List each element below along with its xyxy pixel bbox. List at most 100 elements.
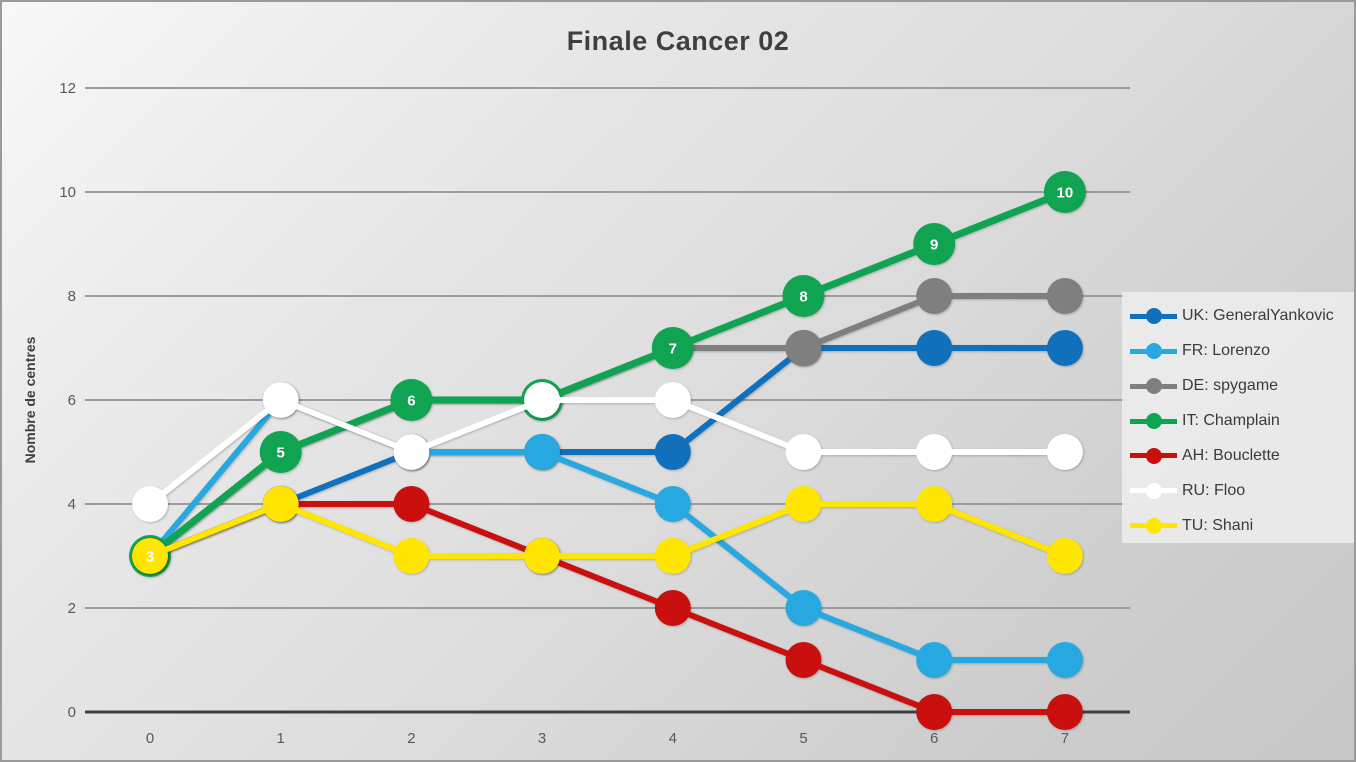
legend-item-it: IT: Champlain	[1122, 404, 1354, 439]
data-point	[654, 382, 691, 418]
y-tick-label: 4	[68, 496, 76, 513]
legend-item-uk: UK: GeneralYankovic	[1122, 299, 1354, 334]
data-point	[132, 486, 168, 522]
data-point	[524, 434, 561, 470]
legend-label: IT: Champlain	[1182, 412, 1280, 429]
data-point	[1046, 278, 1083, 314]
legend-label: AH: Bouclette	[1182, 446, 1280, 464]
data-point	[785, 434, 822, 470]
series-ru	[132, 382, 1083, 522]
data-label: 6	[538, 393, 546, 410]
legend-item-tu: TU: Shani	[1122, 508, 1354, 543]
data-label: 3	[146, 549, 154, 566]
series-line	[146, 188, 1069, 560]
legend-label: RU: Floo	[1182, 481, 1246, 499]
data-point	[785, 642, 822, 678]
data-point	[916, 330, 953, 366]
data-point	[1046, 538, 1083, 574]
x-tick-label: 6	[930, 730, 938, 747]
data-point	[1043, 171, 1086, 213]
data-point	[654, 486, 691, 522]
x-tick-label: 4	[669, 730, 677, 747]
legend-marker-icon	[1130, 482, 1177, 499]
x-tick-label: 7	[1061, 730, 1069, 747]
data-point	[524, 382, 561, 418]
data-point	[654, 538, 691, 574]
legend-marker-icon	[1130, 517, 1177, 534]
x-tick-label: 2	[407, 730, 415, 747]
data-point	[1046, 434, 1083, 470]
data-label: 8	[799, 289, 807, 306]
x-tick-label: 5	[799, 730, 807, 747]
data-point	[916, 694, 953, 730]
series-line	[147, 501, 1068, 715]
data-point	[393, 434, 430, 470]
data-point	[132, 538, 168, 574]
legend-dot-icon	[1145, 517, 1162, 534]
legend-marker-icon	[1130, 343, 1177, 360]
y-tick-label: 8	[68, 288, 76, 305]
legend-label: UK: GeneralYankovic	[1182, 307, 1334, 325]
data-point	[1046, 642, 1083, 678]
x-tick-label: 1	[277, 730, 285, 747]
data-point	[524, 538, 561, 574]
series-line	[147, 345, 1068, 559]
legend-marker-icon	[1130, 378, 1177, 395]
data-point	[913, 223, 956, 265]
chart-title: Finale Cancer 02	[566, 26, 790, 56]
data-point	[393, 486, 430, 522]
legend-dot-icon	[1145, 343, 1162, 360]
legend-label: FR: Lorenzo	[1182, 342, 1271, 360]
data-point	[916, 642, 953, 678]
series-de	[132, 278, 1083, 574]
data-point	[1046, 330, 1083, 366]
legend-dot-icon	[1145, 413, 1162, 429]
chart-legend: UK: GeneralYankovic FR: Lorenzo DE: spygam…	[1122, 292, 1354, 543]
data-label: 5	[277, 445, 285, 462]
data-label: 9	[930, 237, 938, 254]
y-tick-label: 12	[59, 80, 76, 97]
legend-marker-icon	[1130, 447, 1177, 464]
series-tu	[132, 486, 1083, 574]
data-point	[651, 327, 694, 369]
data-label: 10	[1057, 185, 1074, 202]
legend-marker-icon	[1130, 308, 1177, 325]
y-tick-label: 10	[59, 184, 76, 201]
data-point	[654, 590, 691, 626]
legend-label: TU: Shani	[1182, 516, 1254, 534]
data-point	[393, 538, 430, 574]
data-point	[916, 278, 953, 314]
data-point	[259, 431, 302, 473]
legend-dot-icon	[1145, 308, 1162, 325]
x-tick-label: 0	[146, 730, 154, 747]
legend-item-de: DE: spygame	[1122, 369, 1354, 404]
data-point	[1046, 694, 1083, 730]
data-point	[262, 486, 299, 522]
data-point	[785, 590, 822, 626]
legend-dot-icon	[1145, 482, 1162, 499]
data-point	[390, 379, 433, 421]
data-label: 6	[407, 393, 415, 410]
series-line	[147, 397, 1068, 507]
data-point	[916, 486, 953, 522]
legend-item-ah: AH: Bouclette	[1122, 438, 1354, 473]
series-line	[147, 501, 1068, 559]
data-point	[785, 486, 822, 522]
legend-item-fr: FR: Lorenzo	[1122, 334, 1354, 369]
y-tick-label: 2	[68, 600, 76, 617]
series-fr	[132, 382, 1083, 678]
legend-marker-icon	[1130, 413, 1177, 429]
data-point	[262, 382, 299, 418]
legend-item-ru: RU: Floo	[1122, 473, 1354, 508]
data-point	[654, 434, 691, 470]
data-point	[916, 434, 953, 470]
x-tick-label: 3	[538, 730, 546, 747]
legend-dot-icon	[1145, 447, 1162, 464]
y-tick-label: 6	[68, 392, 76, 409]
legend-label: DE: spygame	[1182, 377, 1279, 395]
legend-dot-icon	[1145, 378, 1162, 395]
y-tick-label: 0	[68, 704, 76, 721]
data-point	[785, 330, 822, 366]
